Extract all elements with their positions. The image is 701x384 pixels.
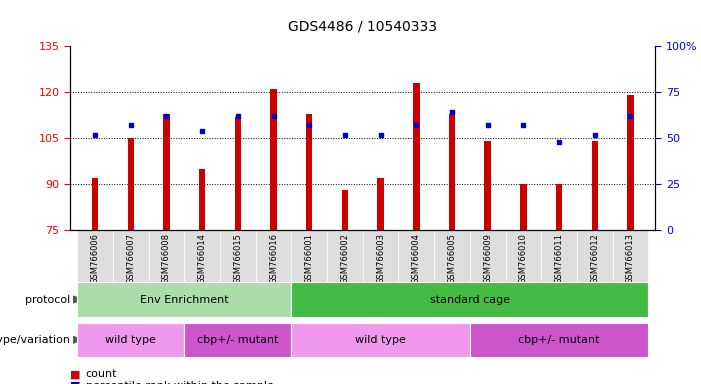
Text: ■: ■ [70,369,81,379]
Bar [163,114,170,230]
Bar [449,114,455,230]
Text: cbp+/- mutant: cbp+/- mutant [197,335,278,345]
Polygon shape [73,296,86,304]
Bar [556,184,562,230]
Text: ■: ■ [70,381,81,384]
Text: wild type: wild type [105,335,156,345]
Text: protocol: protocol [25,295,70,305]
Text: GDS4486 / 10540333: GDS4486 / 10540333 [288,19,437,33]
Text: count: count [86,369,117,379]
Bar [627,95,634,230]
Bar [271,89,277,230]
Text: wild type: wild type [355,335,406,345]
Text: Env Enrichment: Env Enrichment [140,295,229,305]
Bar [235,117,241,230]
Bar [413,83,419,230]
Bar [341,190,348,230]
Text: percentile rank within the sample: percentile rank within the sample [86,381,273,384]
Polygon shape [73,336,86,344]
Bar [92,178,98,230]
Bar [520,184,526,230]
Text: cbp+/- mutant: cbp+/- mutant [518,335,600,345]
Bar [128,138,134,230]
Text: standard cage: standard cage [430,295,510,305]
Bar [306,114,313,230]
Text: genotype/variation: genotype/variation [0,335,70,345]
Bar [377,178,384,230]
Bar [592,141,598,230]
Bar [484,141,491,230]
Bar [199,169,205,230]
